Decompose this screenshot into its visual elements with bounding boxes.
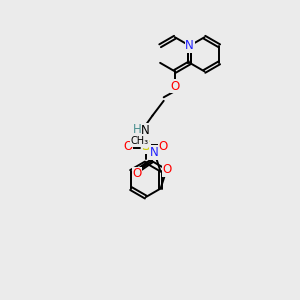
Text: N: N xyxy=(141,124,150,137)
Text: O: O xyxy=(162,163,171,176)
Text: H: H xyxy=(133,123,141,136)
Text: N: N xyxy=(150,146,159,159)
Text: O: O xyxy=(170,80,179,93)
Text: O: O xyxy=(124,140,133,153)
Text: CH₃: CH₃ xyxy=(130,136,149,146)
Text: S: S xyxy=(141,140,150,154)
Text: N: N xyxy=(185,39,194,52)
Text: O: O xyxy=(132,167,142,180)
Text: O: O xyxy=(159,140,168,153)
